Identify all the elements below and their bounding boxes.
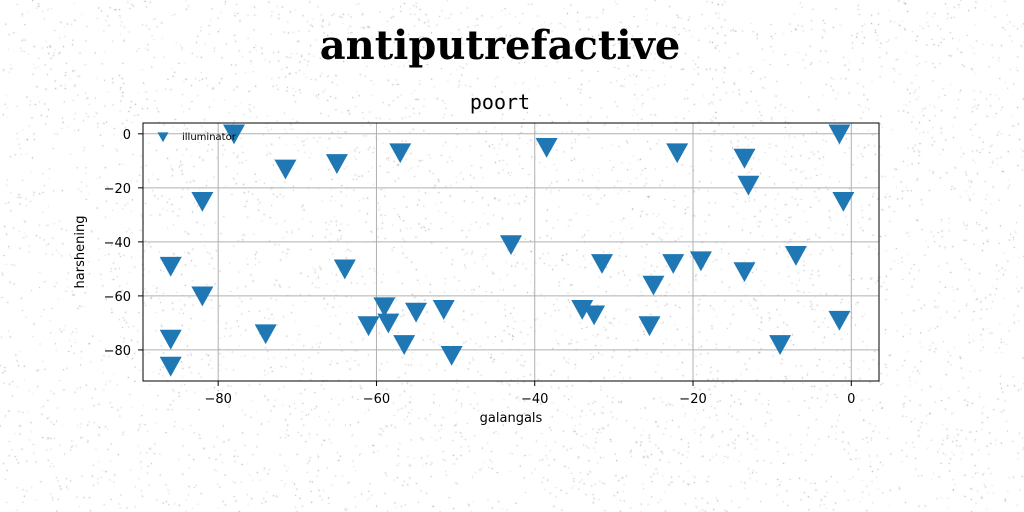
chart-title: poort bbox=[470, 90, 530, 114]
data-point bbox=[828, 310, 851, 331]
x-tick-label: −60 bbox=[363, 392, 390, 407]
data-point bbox=[535, 137, 558, 158]
data-point bbox=[393, 335, 416, 355]
data-point bbox=[191, 191, 214, 212]
y-tick-label: −20 bbox=[104, 182, 131, 197]
legend: illuminator bbox=[157, 132, 237, 143]
data-point bbox=[159, 256, 182, 277]
data-point bbox=[333, 259, 356, 280]
data-point bbox=[666, 143, 689, 164]
data-point bbox=[377, 313, 400, 334]
data-point bbox=[769, 335, 792, 355]
data-points bbox=[159, 124, 855, 377]
data-point bbox=[828, 124, 851, 145]
data-point bbox=[832, 191, 855, 212]
data-point bbox=[325, 154, 348, 174]
data-point bbox=[254, 324, 277, 345]
x-tick-label: 0 bbox=[847, 392, 855, 407]
data-point bbox=[571, 300, 594, 320]
x-tick-label: −80 bbox=[204, 392, 231, 407]
data-point bbox=[373, 297, 396, 318]
data-point bbox=[500, 235, 522, 256]
plot-area-frame bbox=[142, 122, 880, 382]
data-point bbox=[191, 286, 214, 307]
data-point bbox=[583, 305, 606, 326]
legend-label: illuminator bbox=[182, 132, 237, 143]
y-tick-label: 0 bbox=[123, 128, 131, 143]
data-point bbox=[357, 316, 380, 337]
x-axis-ticks: −80 −60 −40 −20 0 bbox=[204, 381, 855, 407]
y-tick-label: −80 bbox=[104, 344, 131, 359]
data-point bbox=[159, 356, 182, 377]
data-point bbox=[733, 262, 756, 283]
data-point bbox=[642, 275, 665, 296]
data-point bbox=[638, 316, 661, 337]
x-tick-label: −20 bbox=[679, 392, 706, 407]
data-point bbox=[689, 251, 712, 272]
x-tick-label: −40 bbox=[521, 392, 548, 407]
data-point bbox=[733, 148, 756, 169]
legend-marker bbox=[157, 132, 169, 143]
data-point bbox=[405, 302, 428, 323]
data-point bbox=[432, 300, 455, 320]
figure-suptitle: antiputrefactive bbox=[319, 22, 681, 69]
data-point bbox=[440, 345, 463, 366]
data-point bbox=[784, 246, 807, 266]
data-point bbox=[737, 175, 760, 196]
y-axis-label: harshening bbox=[73, 216, 88, 289]
data-point bbox=[389, 143, 412, 164]
y-axis-ticks: 0 −20 −40 −60 −80 bbox=[104, 128, 143, 359]
data-point bbox=[159, 329, 182, 350]
y-tick-label: −60 bbox=[104, 290, 131, 305]
data-point bbox=[223, 124, 246, 145]
data-point bbox=[591, 254, 614, 274]
y-tick-label: −40 bbox=[104, 236, 131, 251]
x-axis-label: galangals bbox=[480, 411, 543, 426]
data-point bbox=[274, 159, 297, 180]
data-point bbox=[662, 254, 685, 274]
